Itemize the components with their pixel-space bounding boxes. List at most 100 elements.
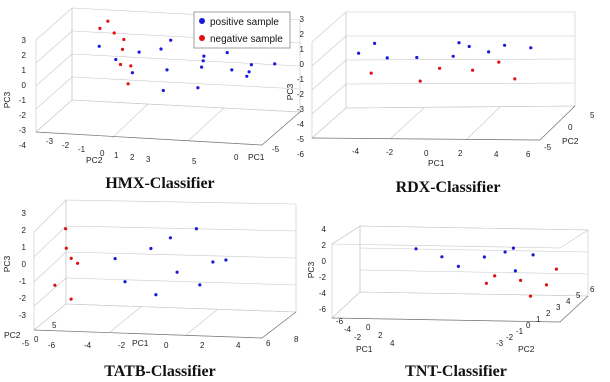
- negative-sample-point: [53, 283, 57, 287]
- y-tick: 2: [130, 153, 135, 162]
- y-tick: 1: [114, 151, 119, 160]
- y-tick-labels: -3 -2 -1 0 1 2 3: [46, 137, 151, 164]
- x-tick: 0: [366, 323, 371, 332]
- positive-sample-point: [487, 50, 491, 54]
- z-tick: -2: [297, 90, 305, 99]
- y-axis-label: PC2: [518, 344, 535, 354]
- y-axis-label: PC2: [562, 136, 579, 146]
- positive-sample-point: [245, 74, 249, 78]
- z-tick: 2: [300, 30, 305, 39]
- positive-sample-point: [482, 255, 486, 259]
- x-tick-labels: -6 -4 -2 0 2 4 6 8: [48, 335, 299, 350]
- negative-sample-point: [69, 297, 73, 301]
- positive-sample-point: [373, 41, 377, 46]
- positive-sample-point: [225, 51, 229, 55]
- x-tick: 4: [390, 339, 395, 348]
- x-tick: 8: [294, 335, 299, 344]
- panel-title: TATB-Classifier: [104, 363, 215, 380]
- z-tick: -6: [297, 150, 305, 159]
- legend-positive-label: positive sample: [210, 17, 279, 28]
- legend-negative-label: negative sample: [210, 34, 283, 45]
- positive-sample-point: [467, 44, 471, 49]
- z-tick: -3: [297, 105, 305, 114]
- positive-sample-point: [273, 62, 277, 66]
- positive-sample-point: [113, 257, 117, 261]
- z-tick: -4: [297, 120, 305, 129]
- positive-sample-point: [415, 55, 419, 60]
- x-tick: -6: [336, 317, 344, 326]
- negative-sample-point: [112, 31, 116, 35]
- y-tick: -5: [22, 339, 30, 348]
- positive-sample-point: [165, 68, 169, 72]
- positive-sample-point: [456, 264, 460, 268]
- y-tick: 0: [34, 335, 39, 344]
- x-axis-label: PC1: [132, 338, 149, 348]
- x-tick: 4: [236, 341, 241, 350]
- z-tick-labels: 3 2 1 0 -1 -2 -3 -4: [19, 36, 27, 150]
- panel-title: HMX-Classifier: [105, 175, 214, 192]
- positive-sample-point: [531, 253, 535, 257]
- positive-sample-point: [224, 258, 228, 262]
- y-tick: -1: [516, 327, 524, 336]
- positive-sample-point: [114, 57, 118, 62]
- positive-sample-point: [529, 46, 533, 50]
- positive-sample-point: [440, 255, 444, 259]
- positive-sample-point: [123, 280, 127, 284]
- z-tick: 3: [22, 36, 27, 45]
- z-tick: 1: [300, 45, 305, 54]
- negative-sample-point: [98, 26, 102, 30]
- z-axis-label: PC3: [2, 255, 12, 272]
- positive-sample-point: [169, 38, 173, 42]
- positive-sample-point: [230, 68, 234, 72]
- y-tick-labels: -3 -2 -1 0 1 2 3 4 5 6: [496, 285, 595, 348]
- panel-title: TNT-Classifier: [405, 363, 507, 380]
- x-tick-labels: -4 -2 0 2 4 6: [352, 147, 531, 159]
- negative-sample-point: [129, 64, 133, 68]
- positive-sample-point: [198, 283, 202, 287]
- y-tick: -2: [62, 141, 70, 150]
- z-tick-labels: 3 2 1 0 -1 -2 -3 -4 -5 -6: [297, 15, 305, 159]
- x-tick: 2: [378, 331, 383, 340]
- positive-sample-point: [249, 63, 253, 67]
- y-tick: 5: [576, 291, 581, 300]
- y-tick: -3: [496, 339, 504, 348]
- positive-sample-point: [175, 270, 179, 274]
- y-axis-label: PC2: [4, 330, 21, 340]
- x-tick: -2: [386, 148, 394, 157]
- positive-sample-point: [201, 59, 205, 63]
- z-tick: -2: [19, 111, 27, 120]
- positive-sample-point: [161, 88, 165, 93]
- z-tick: 1: [22, 66, 27, 75]
- z-tick: -4: [319, 289, 327, 298]
- y-tick: -2: [506, 333, 514, 342]
- x-tick: -4: [344, 325, 352, 334]
- panel-tnt: 4 2 0 -2 -4 -6 PC3 -6 -4 -2 0 2 4 PC1 -3…: [306, 225, 595, 380]
- positive-sample-point: [357, 51, 361, 55]
- z-tick: -2: [319, 273, 327, 282]
- z-axis-label: PC3: [2, 91, 12, 108]
- positive-sample-point: [159, 47, 163, 51]
- x-tick: -4: [352, 147, 360, 156]
- negative-sample-point: [438, 66, 442, 70]
- z-tick: 0: [22, 260, 27, 269]
- z-tick-labels: 3 2 1 0 -1 -2 -3: [19, 209, 27, 320]
- y-tick: 0: [526, 321, 531, 330]
- negative-sample-point: [484, 281, 488, 285]
- positive-sample-point: [202, 54, 206, 58]
- legend: positive sample negative sample: [193, 11, 291, 49]
- positive-sample-point: [137, 50, 141, 54]
- z-tick: -3: [19, 126, 27, 135]
- negative-sample-point: [64, 227, 68, 231]
- z-tick: 0: [322, 257, 327, 266]
- x-tick: 0: [424, 149, 429, 158]
- negative-sample-point: [76, 261, 80, 265]
- positive-sample-point: [247, 70, 251, 74]
- positive-sample-point: [97, 44, 101, 48]
- y-tick: 6: [590, 285, 595, 294]
- x-tick-labels: -6 -4 -2 0 2 4: [336, 317, 395, 348]
- y-axis-label: PC2: [86, 155, 103, 165]
- positive-sample-point: [503, 43, 507, 47]
- panel-tatb: 3 2 1 0 -1 -2 -3 PC3 -5 0 5 PC2 -6 -4 -2…: [2, 199, 299, 380]
- negative-sample-point: [528, 294, 533, 298]
